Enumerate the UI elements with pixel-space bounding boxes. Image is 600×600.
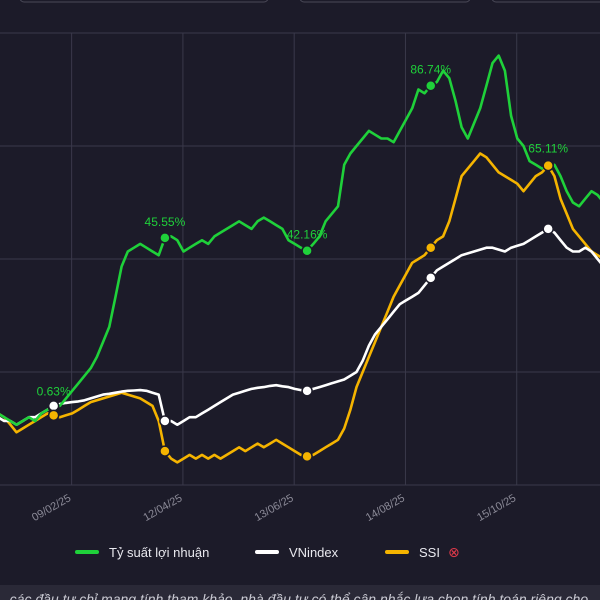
marker-layer: 0.63% 45.55% 42.16% 86.74% 65.11%: [37, 63, 568, 463]
series-marker-2: [301, 450, 313, 463]
data-label: 45.55%: [145, 215, 186, 229]
series-marker-2: [542, 159, 554, 172]
series-marker-0: [424, 79, 437, 92]
series-line-2: [0, 152, 600, 464]
disclaimer-text: ...các đầu tư chỉ mang tính tham khảo, n…: [0, 585, 600, 600]
line-chart: 0.63% 45.55% 42.16% 86.74% 65.11% 09/02/25 12…: [0, 0, 600, 524]
x-tick-label: 09/02/25: [30, 492, 73, 524]
data-label: 86.74%: [410, 63, 451, 77]
legend-swatch: [75, 550, 99, 554]
series-marker-0: [159, 232, 171, 244]
legend-swatch: [255, 550, 279, 554]
legend-label: SSI: [419, 544, 440, 560]
series-marker-0: [301, 244, 313, 257]
series-marker-1: [424, 272, 437, 284]
x-tick-label: 15/10/25: [475, 492, 518, 524]
series-marker-2: [47, 409, 60, 422]
x-tick-label: 12/04/25: [141, 492, 184, 524]
series-line-1: [0, 227, 600, 427]
data-label: 42.16%: [287, 228, 328, 242]
series-marker-2: [159, 445, 171, 457]
data-label: 65.11%: [528, 141, 568, 155]
legend-item-return[interactable]: Tỷ suất lợi nhuận: [75, 540, 209, 564]
top-controls: [19, 0, 600, 3]
data-label: 0.63%: [37, 384, 71, 398]
legend-item-vnindex[interactable]: VNindex: [255, 540, 338, 564]
x-tick-label: 14/08/25: [364, 492, 407, 524]
series-marker-1: [542, 223, 554, 235]
series-marker-2: [424, 241, 437, 254]
series-marker-1: [159, 415, 171, 427]
legend: Tỷ suất lợi nhuận VNindex SSI ⊗: [0, 540, 600, 564]
x-axis: 09/02/25 12/04/25 13/06/25 14/08/25 15/10/25: [30, 492, 518, 524]
chart-grid: [0, 32, 600, 486]
top-control: [299, 0, 471, 3]
close-circle-icon[interactable]: ⊗: [447, 544, 460, 560]
series-marker-1: [301, 385, 313, 397]
legend-item-ssi[interactable]: SSI ⊗: [385, 540, 460, 564]
series-marker-1: [47, 400, 60, 412]
legend-label: Tỷ suất lợi nhuận: [109, 544, 210, 560]
x-tick-label: 13/06/25: [253, 492, 296, 524]
top-control: [19, 0, 269, 3]
top-control: [491, 0, 600, 3]
legend-swatch: [385, 550, 409, 554]
legend-label: VNindex: [289, 544, 339, 560]
